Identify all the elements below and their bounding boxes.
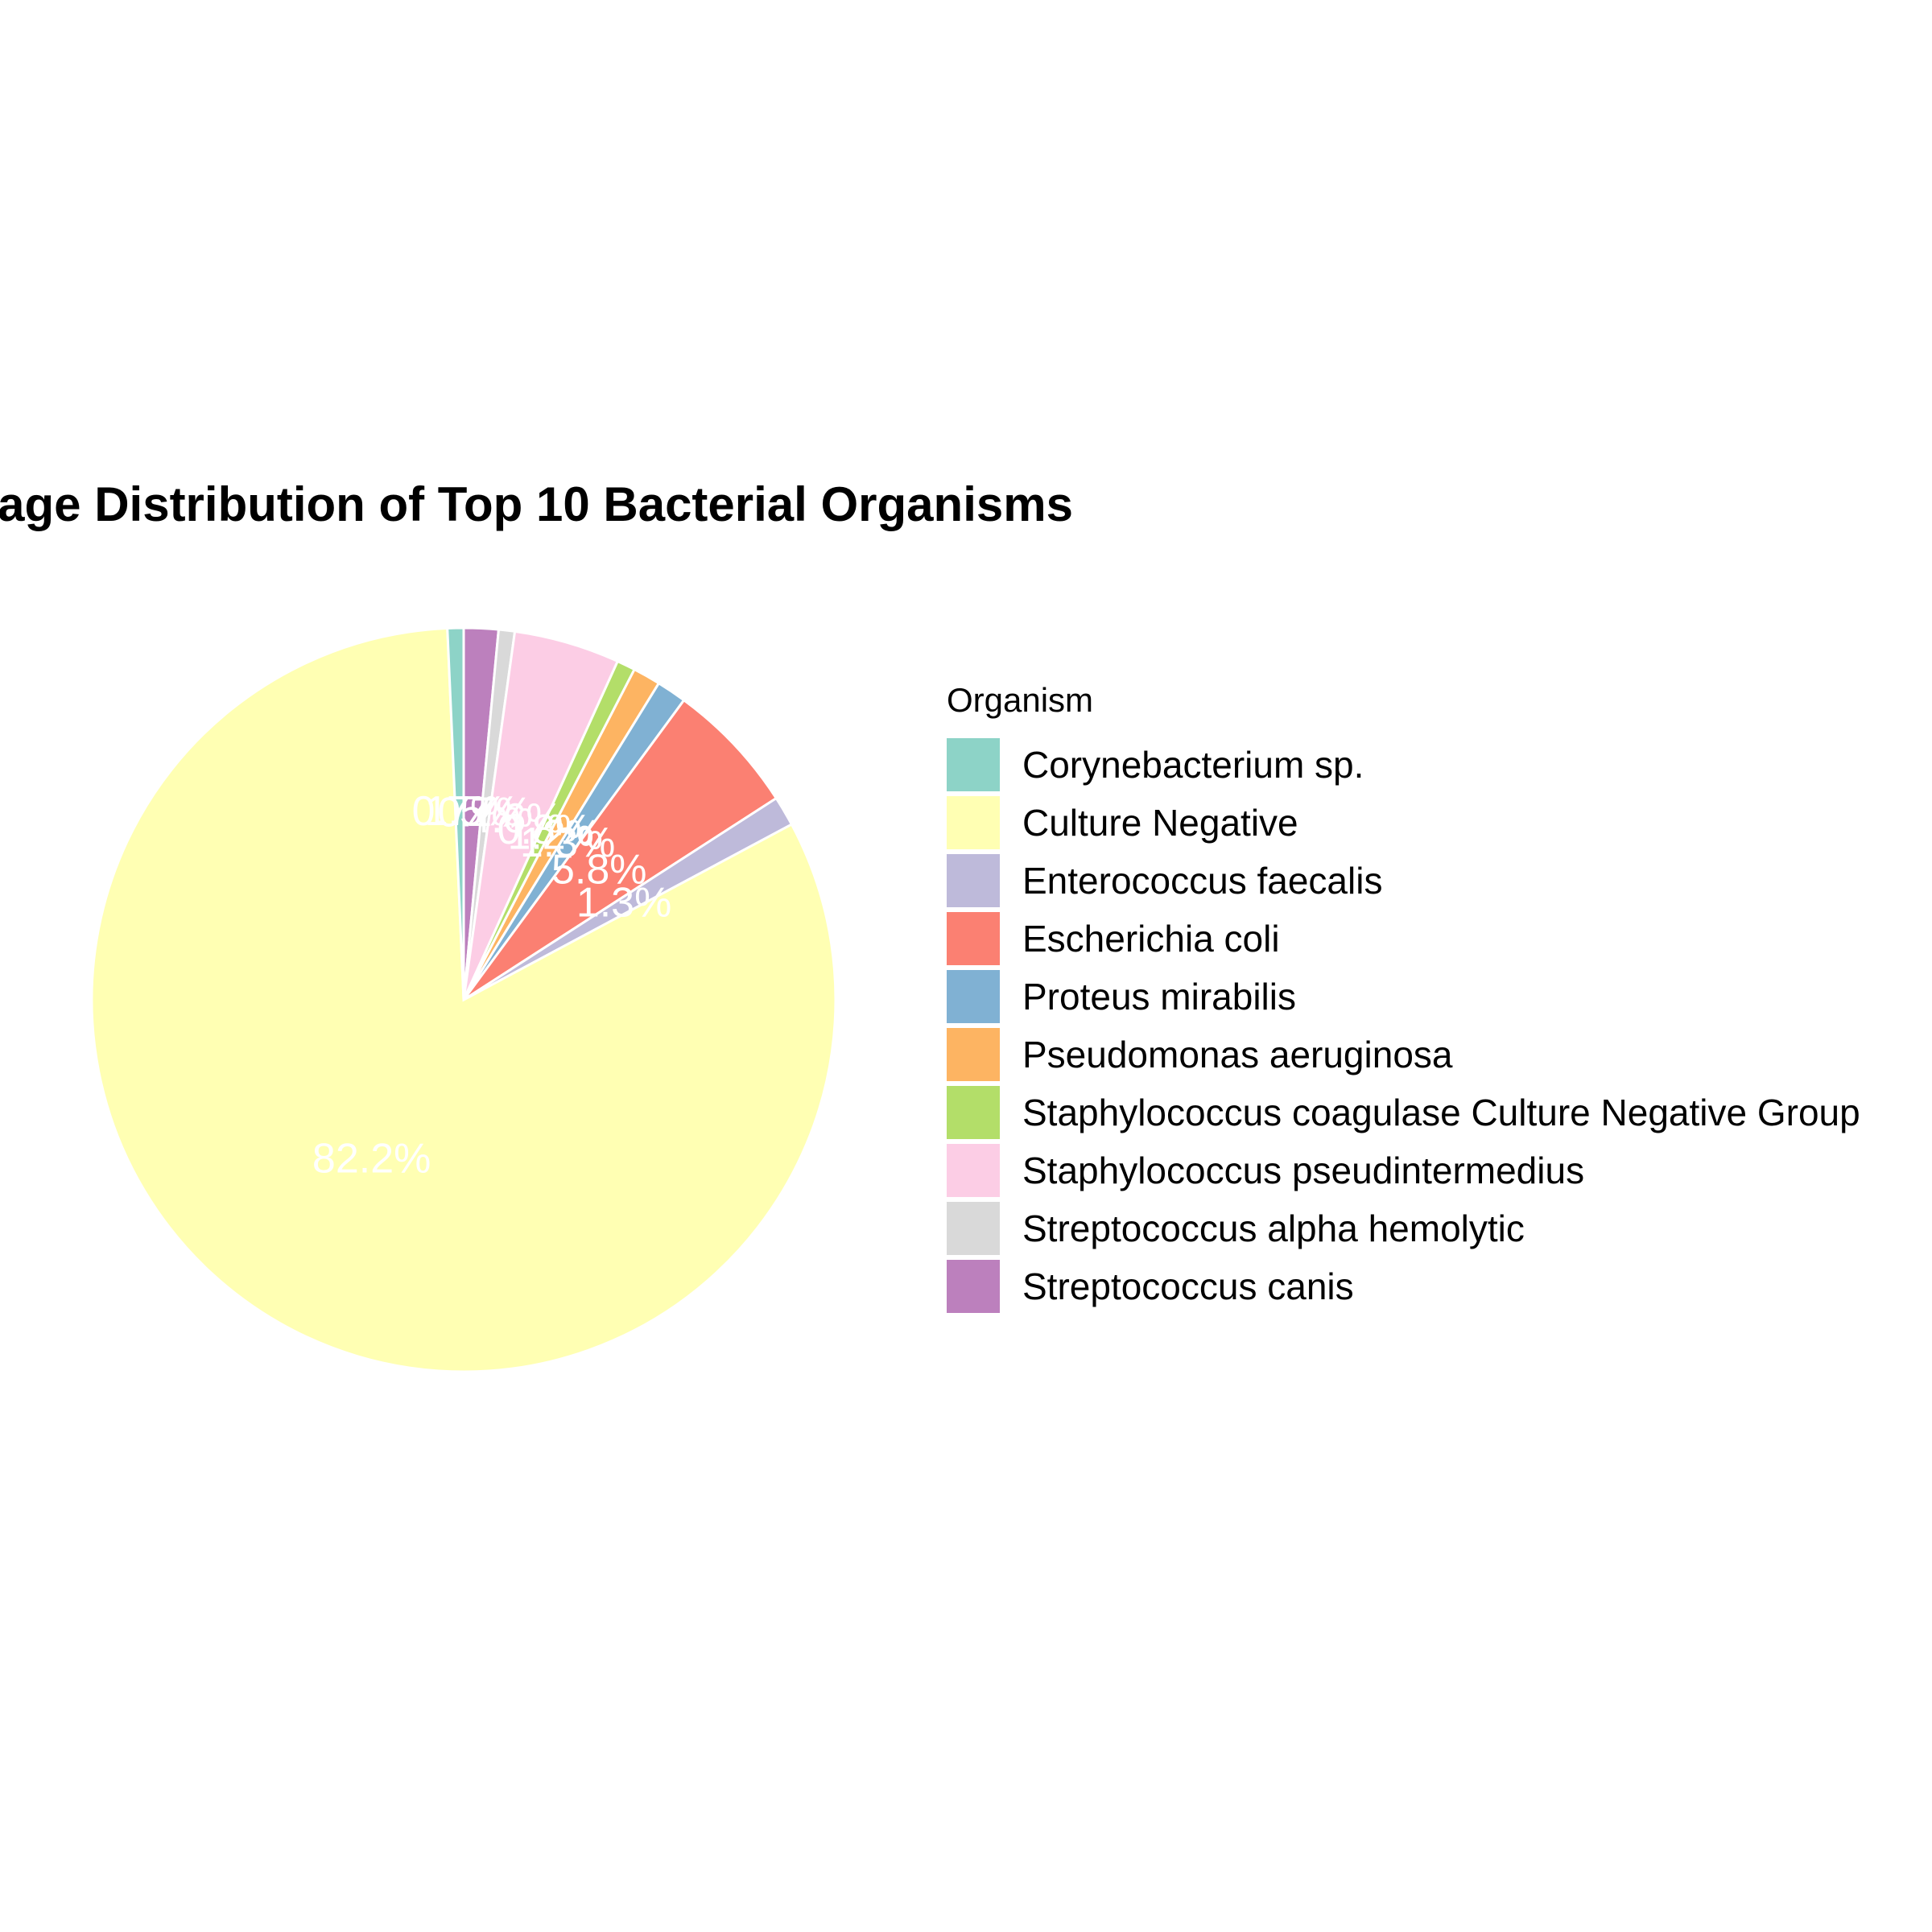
legend-label: Pseudomonas aeruginosa [1022,1034,1453,1075]
legend-swatch [947,854,1000,907]
legend-label: Culture Negative [1022,802,1298,844]
legend-swatch [947,1202,1000,1255]
legend-swatch [947,970,1000,1023]
legend-item-streptococcus-alpha-hemolytic: Streptococcus alpha hemolytic [947,1199,1860,1257]
slice-label-pseudomonas-aeruginosa: 1.2% [507,812,603,859]
slice-label-proteus-mirabilis: 1.3% [520,819,616,866]
legend-item-culture-negative: Culture Negative [947,794,1860,852]
slice-label-staphylococcus-coagulase-culture-negative-group: 0.8% [497,807,593,853]
legend-swatch [947,912,1000,965]
slice-label-staphylococcus-pseudintermedius: 4.6% [468,795,564,842]
legend-item-escherichia-coli: Escherichia coli [947,910,1860,968]
slice-label-culture-negative: 82.2% [312,1135,431,1182]
slice-label-streptococcus-alpha-hemolytic: 0.7% [437,789,533,836]
legend-label: Staphylococcus coagulase Culture Negativ… [1022,1092,1860,1133]
legend-label: Streptococcus alpha hemolytic [1022,1208,1525,1249]
legend-items: Corynebacterium sp. Culture Negative Enter… [947,736,1860,1315]
slice-label-corynebacterium-sp: 0.7% [412,788,508,835]
legend-item-corynebacterium-sp: Corynebacterium sp. [947,736,1860,794]
legend-label: Enterococcus faecalis [1022,860,1383,902]
legend-item-pseudomonas-aeruginosa: Pseudomonas aeruginosa [947,1026,1860,1084]
legend-title: Organism [947,681,1094,719]
pie-slice-escherichia-coli [462,698,778,1001]
legend-swatch [947,1086,1000,1139]
legend-item-enterococcus-faecalis: Enterococcus faecalis [947,852,1860,910]
pie-slice-corynebacterium-sp [446,626,465,1001]
legend-item-streptococcus-canis: Streptococcus canis [947,1257,1860,1315]
legend-label: Escherichia coli [1022,918,1280,960]
slice-label-enterococcus-faecalis: 1.3% [576,880,672,927]
legend-swatch [947,1260,1000,1313]
chart-title: Percentage Distribution of Top 10 Bacter… [0,477,1073,531]
legend: Organism Corynebacterium sp. Culture Nega… [947,681,1860,1315]
legend-label: Staphylococcus pseudintermedius [1022,1150,1585,1191]
legend-swatch [947,796,1000,849]
legend-item-staphylococcus-pseudintermedius: Staphylococcus pseudintermedius [947,1141,1860,1199]
legend-swatch [947,1028,1000,1081]
pie-slice-culture-negative [90,626,837,1373]
legend-label: Streptococcus canis [1022,1265,1354,1307]
slice-label-escherichia-coli: 5.8% [551,846,647,893]
legend-swatch [947,738,1000,791]
legend-swatch [947,1144,1000,1197]
legend-item-proteus-mirabilis: Proteus mirabilis [947,968,1860,1026]
legend-label: Corynebacterium sp. [1022,744,1364,786]
legend-label: Proteus mirabilis [1022,976,1296,1018]
legend-item-staphylococcus-coagulase-culture-negative-group: Staphylococcus coagulase Culture Negativ… [947,1084,1860,1141]
slice-label-streptococcus-canis: 1.5% [425,788,521,835]
